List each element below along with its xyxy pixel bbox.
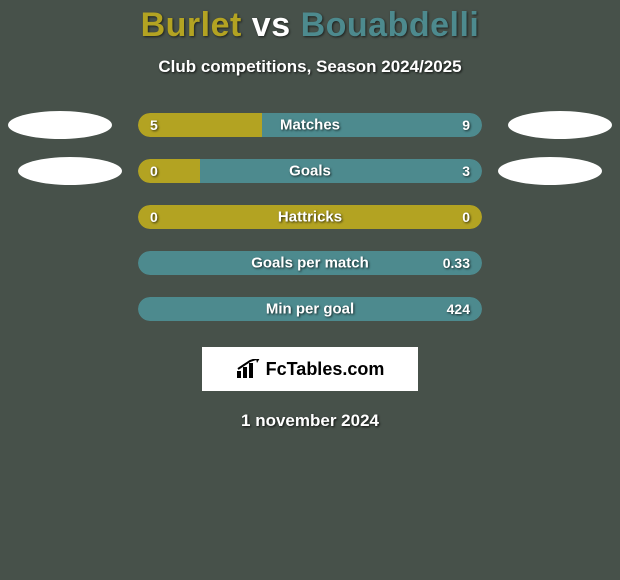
player2-name: Bouabdelli xyxy=(301,6,480,44)
stat-bar: Hattricks 0 0 xyxy=(138,205,482,229)
chart-icon xyxy=(236,359,260,379)
stat-bar: Goals 0 3 xyxy=(138,159,482,183)
logo-text: FcTables.com xyxy=(266,359,385,380)
stat-value-right: 0 xyxy=(462,209,470,225)
stat-row: Goals per match 0.33 xyxy=(0,251,620,275)
stat-row: Hattricks 0 0 xyxy=(0,205,620,229)
vs-word: vs xyxy=(252,6,291,44)
stat-value-right: 9 xyxy=(462,117,470,133)
stat-label: Matches xyxy=(280,117,340,134)
comparison-infographic: Burlet vs Bouabdelli Club competitions, … xyxy=(0,0,620,580)
stat-value-left: 0 xyxy=(150,163,158,179)
page-title: Burlet vs Bouabdelli xyxy=(0,6,620,45)
stat-label: Goals xyxy=(289,163,331,180)
stat-bar: Goals per match 0.33 xyxy=(138,251,482,275)
date-text: 1 november 2024 xyxy=(0,411,620,431)
stat-row: Min per goal 424 xyxy=(0,297,620,321)
stat-value-left: 5 xyxy=(150,117,158,133)
stat-label: Goals per match xyxy=(251,255,369,272)
fctables-logo: FcTables.com xyxy=(202,347,418,391)
player1-name: Burlet xyxy=(141,6,242,44)
stat-row: Matches 5 9 xyxy=(0,113,620,137)
stat-value-right: 424 xyxy=(447,301,470,317)
stat-bar: Matches 5 9 xyxy=(138,113,482,137)
stat-rows: Matches 5 9 Goals 0 3 Hattricks 0 0 Goals per mat… xyxy=(0,113,620,321)
subtitle: Club competitions, Season 2024/2025 xyxy=(0,57,620,77)
stat-value-left: 0 xyxy=(150,209,158,225)
stat-row: Goals 0 3 xyxy=(0,159,620,183)
stat-value-right: 3 xyxy=(462,163,470,179)
player2-photo-placeholder xyxy=(508,111,612,139)
player1-photo-placeholder xyxy=(18,157,122,185)
player2-photo-placeholder xyxy=(498,157,602,185)
stat-label: Min per goal xyxy=(266,301,354,318)
stat-bar: Min per goal 424 xyxy=(138,297,482,321)
stat-label: Hattricks xyxy=(278,209,342,226)
player1-photo-placeholder xyxy=(8,111,112,139)
stat-value-right: 0.33 xyxy=(443,255,470,271)
